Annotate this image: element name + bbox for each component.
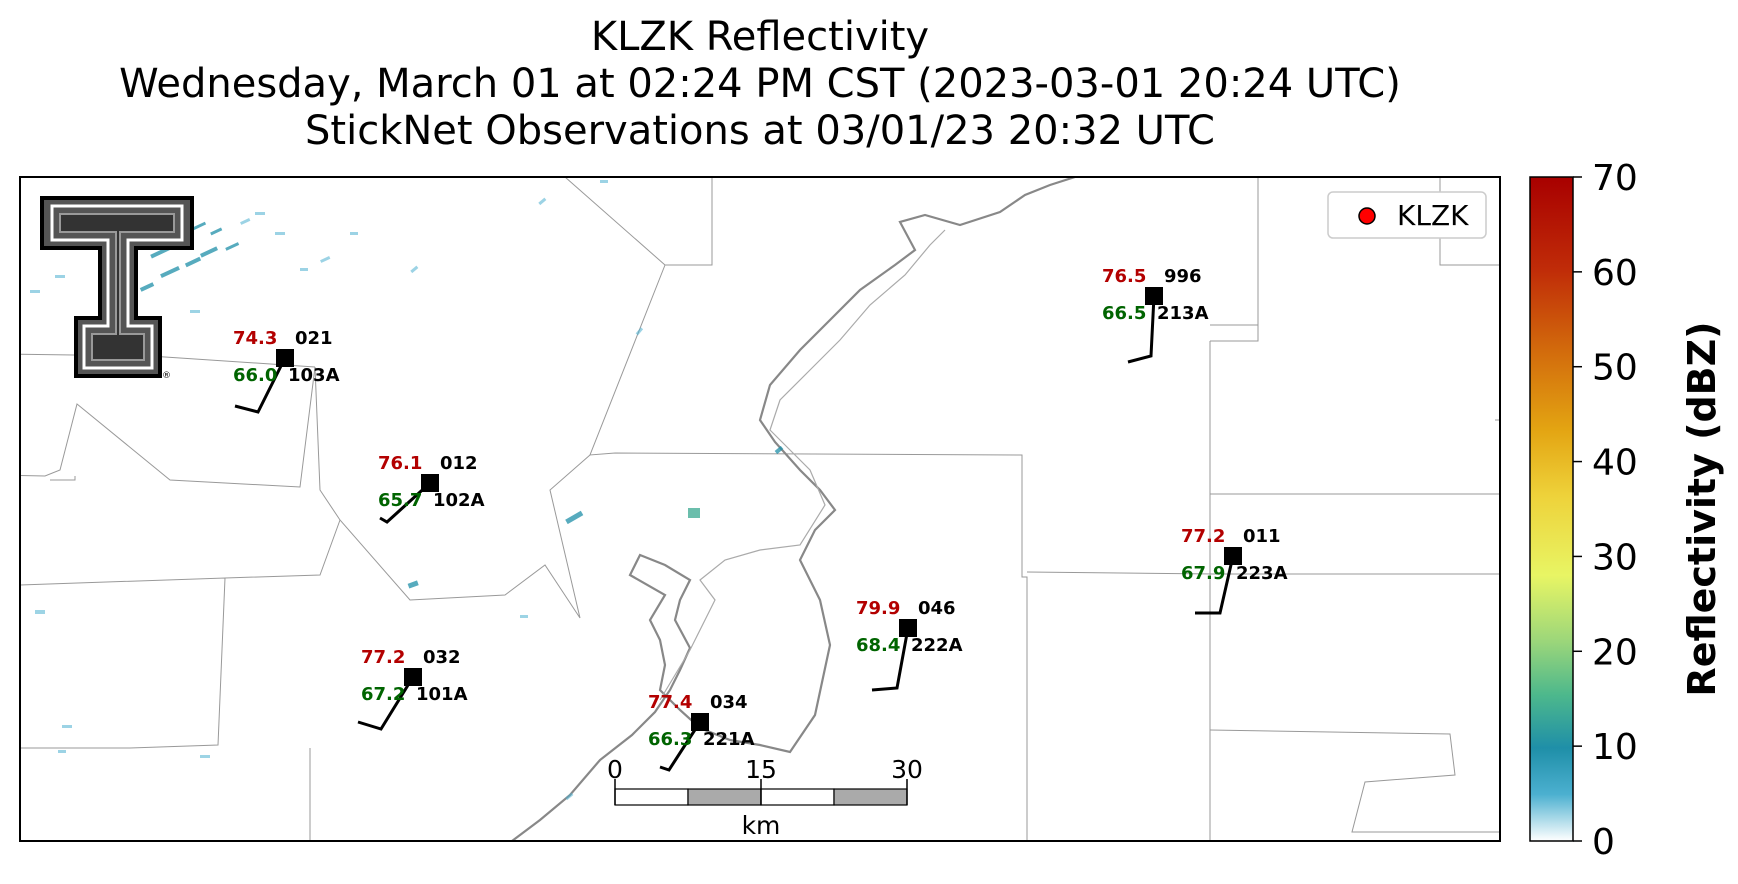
station-id: 034 <box>710 692 748 713</box>
colorbar-tick-40: 40 <box>1592 443 1638 484</box>
station-temp: 76.5 <box>1102 266 1146 287</box>
station-temp: 77.2 <box>1181 526 1225 547</box>
title-line-1: KLZK Reflectivity <box>590 14 930 60</box>
station-probe: 223A <box>1236 563 1288 584</box>
station-dewpoint: 68.4 <box>856 635 900 656</box>
wind-barb <box>871 627 910 692</box>
colorbar-tick-30: 30 <box>1592 537 1638 578</box>
station-probe: 221A <box>703 729 755 750</box>
scale-tick-0: 0 <box>607 755 623 784</box>
wind-barb <box>357 676 415 731</box>
station-046: 79.9 046 68.4 222A <box>856 598 963 692</box>
legend-marker <box>1358 207 1376 225</box>
wind-barb <box>234 357 287 414</box>
colorbar: 0 10 20 30 40 50 60 70 Reflectivity (dBZ) <box>1529 158 1724 863</box>
station-marker <box>691 713 709 731</box>
station-dewpoint: 66.0 <box>233 365 277 386</box>
station-011: 77.2 011 67.9 223A <box>1181 526 1288 615</box>
station-id: 011 <box>1243 526 1281 547</box>
station-034: 77.4 034 66.3 221A <box>648 692 755 772</box>
station-id: 021 <box>295 328 333 349</box>
wind-barb <box>1127 295 1156 364</box>
station-dewpoint: 65.7 <box>378 490 422 511</box>
station-probe: 213A <box>1157 303 1209 324</box>
station-marker <box>421 474 439 492</box>
station-dewpoint: 67.9 <box>1181 563 1225 584</box>
colorbar-label: Reflectivity (dBZ) <box>1680 321 1724 696</box>
station-id: 046 <box>918 598 956 619</box>
station-temp: 79.9 <box>856 598 900 619</box>
station-021: 74.3 021 66.0 103A <box>233 328 340 414</box>
title-line-3: StickNet Observations at 03/01/23 20:32 … <box>305 108 1215 154</box>
station-996: 76.5 996 66.5 213A <box>1102 266 1209 364</box>
map-frame <box>19 176 1501 842</box>
colorbar-tick-50: 50 <box>1592 348 1638 389</box>
colorbar-tick-70: 70 <box>1592 158 1638 199</box>
station-012: 76.1 012 65.7 102A <box>378 453 485 524</box>
station-marker <box>276 349 294 367</box>
river-bank <box>659 229 946 701</box>
colorbar-tick-10: 10 <box>1592 727 1638 768</box>
wind-barb <box>659 721 702 772</box>
svg-text:®: ® <box>162 371 171 381</box>
colorbar-tick-20: 20 <box>1592 632 1638 673</box>
station-probe: 101A <box>416 684 468 705</box>
station-probe: 222A <box>911 635 963 656</box>
legend: KLZK <box>1327 191 1487 239</box>
station-temp: 74.3 <box>233 328 277 349</box>
station-temp: 77.4 <box>648 692 692 713</box>
texas-tech-double-t-logo: ® <box>40 196 194 381</box>
station-dewpoint: 67.2 <box>361 684 405 705</box>
station-probe: 103A <box>288 365 340 386</box>
station-marker <box>1224 547 1242 565</box>
station-dewpoint: 66.3 <box>648 729 692 750</box>
scale-tick-30: 30 <box>891 755 923 784</box>
station-probe: 102A <box>433 490 485 511</box>
scale-tick-15: 15 <box>745 755 777 784</box>
county-boundaries <box>20 177 1500 841</box>
wind-barb <box>1195 555 1235 615</box>
stations-layer: 74.3 021 66.0 103A 76.1 012 65.7 102A 77.2 032 67.… <box>233 266 1288 772</box>
colorbar-gradient <box>1529 176 1574 842</box>
station-dewpoint: 66.5 <box>1102 303 1146 324</box>
station-032: 77.2 032 67.2 101A <box>357 647 468 731</box>
station-marker <box>404 668 422 686</box>
scale-unit: km <box>742 811 781 840</box>
title-line-2: Wednesday, March 01 at 02:24 PM CST (202… <box>119 61 1401 107</box>
station-id: 012 <box>440 453 478 474</box>
station-id: 996 <box>1164 266 1202 287</box>
colorbar-tick-60: 60 <box>1592 253 1638 294</box>
station-temp: 77.2 <box>361 647 405 668</box>
colorbar-ticks: 0 10 20 30 40 50 60 70 <box>1573 158 1638 863</box>
wind-barb <box>379 481 432 524</box>
legend-label: KLZK <box>1397 199 1469 232</box>
station-id: 032 <box>423 647 461 668</box>
station-marker <box>1145 287 1163 305</box>
station-marker <box>899 619 917 637</box>
station-temp: 76.1 <box>378 453 422 474</box>
colorbar-tick-0: 0 <box>1592 822 1615 863</box>
scale-bar: 0 15 30 km <box>607 755 923 840</box>
river <box>511 177 1076 841</box>
